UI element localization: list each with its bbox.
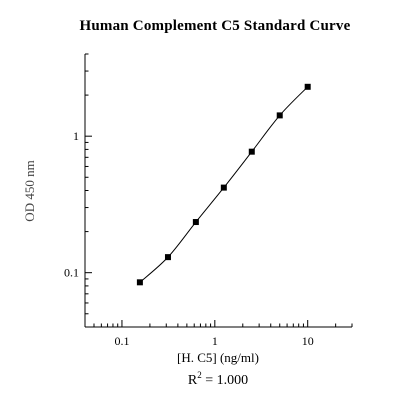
data-point: [276, 112, 283, 119]
data-point: [248, 148, 255, 155]
x-tick-label: 10: [302, 334, 314, 348]
y-axis-label: OD 450 nm: [22, 160, 37, 221]
x-axis-label: [H. C5] (ng/ml): [177, 350, 259, 365]
r-squared-value: = 1.000: [202, 373, 248, 388]
y-tick-label: 1: [73, 129, 79, 143]
data-point: [164, 254, 171, 261]
r-squared-prefix: R: [188, 373, 198, 388]
x-tick-label: 1: [212, 334, 218, 348]
data-point: [220, 184, 227, 191]
axes: [84, 54, 352, 328]
tick-labels: 0.1 1 10 0.1 1: [64, 129, 314, 348]
plot-area: [136, 83, 311, 286]
x-tick-label: 0.1: [114, 334, 129, 348]
major-ticks: [85, 135, 309, 327]
r-squared: R2 = 1.000: [188, 370, 248, 388]
data-point: [136, 279, 143, 286]
r-squared-exponent: 2: [197, 370, 202, 380]
chart-title: Human Complement C5 Standard Curve: [80, 18, 351, 34]
data-point: [304, 83, 311, 90]
minor-ticks: [84, 53, 353, 328]
y-tick-label: 0.1: [64, 266, 79, 280]
data-point: [192, 219, 199, 226]
